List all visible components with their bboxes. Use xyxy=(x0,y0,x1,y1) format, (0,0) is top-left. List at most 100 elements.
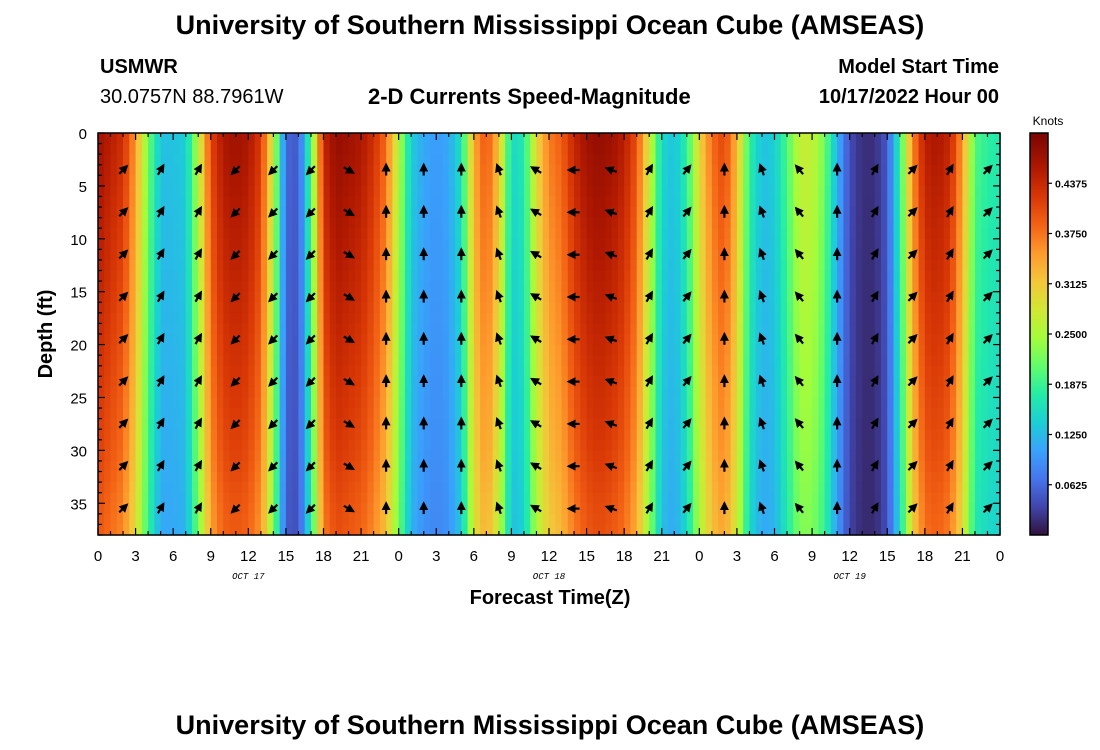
heatmap-cell xyxy=(217,429,224,441)
heatmap-cell xyxy=(674,418,682,430)
heatmap-cell xyxy=(373,418,381,430)
heatmap-cell xyxy=(743,259,751,272)
heatmap-cell xyxy=(893,344,901,356)
heatmap-cell xyxy=(787,196,794,208)
heatmap-cell xyxy=(129,513,137,526)
heatmap-cell xyxy=(824,270,832,282)
heatmap-cell xyxy=(254,164,262,176)
heatmap-cell xyxy=(887,418,895,430)
heatmap-cell xyxy=(210,365,218,377)
heatmap-cell xyxy=(486,418,494,430)
heatmap-cell xyxy=(542,471,550,483)
heatmap-cell xyxy=(624,259,632,272)
heatmap-cell xyxy=(273,492,281,504)
heatmap-cell xyxy=(530,175,538,187)
heatmap-cell xyxy=(855,196,863,208)
heatmap-cell xyxy=(298,471,306,483)
heatmap-cell xyxy=(812,471,819,483)
heatmap-cell xyxy=(880,503,888,515)
heatmap-cell xyxy=(173,175,181,187)
heatmap-cell xyxy=(210,154,218,166)
heatmap-cell xyxy=(367,344,375,356)
heatmap-cell xyxy=(273,397,281,409)
heatmap-cell xyxy=(354,207,362,219)
heatmap-cell xyxy=(292,154,300,166)
heatmap-cell xyxy=(580,164,588,176)
heatmap-cell xyxy=(429,334,437,346)
heatmap-cell xyxy=(361,185,368,198)
heatmap-cell xyxy=(310,482,318,494)
heatmap-cell xyxy=(655,365,663,377)
heatmap-cell xyxy=(730,249,738,261)
heatmap-cell xyxy=(655,323,663,335)
heatmap-cell xyxy=(843,460,851,473)
heatmap-cell xyxy=(242,492,249,504)
heatmap-cell xyxy=(642,408,650,420)
heatmap-cell xyxy=(592,175,600,187)
heatmap-cell xyxy=(736,524,744,536)
heatmap-cell xyxy=(862,397,870,409)
heatmap-cell xyxy=(141,185,149,198)
heatmap-cell xyxy=(204,302,212,314)
heatmap-cell xyxy=(787,397,794,409)
heatmap-cell xyxy=(392,259,400,272)
heatmap-cell xyxy=(473,312,481,325)
heatmap-cell xyxy=(580,175,588,187)
heatmap-cell xyxy=(912,524,920,536)
heatmap-cell xyxy=(367,143,375,155)
heatmap-cell xyxy=(361,175,368,187)
heatmap-cell xyxy=(279,323,287,335)
heatmap-cell xyxy=(843,281,851,293)
heatmap-cell xyxy=(310,228,318,240)
heatmap-cell xyxy=(248,460,256,473)
heatmap-cell xyxy=(505,302,513,314)
heatmap-cell xyxy=(298,450,306,462)
heatmap-cell xyxy=(868,439,876,451)
heatmap-cell xyxy=(555,207,563,219)
heatmap-cell xyxy=(580,503,588,515)
heatmap-cell xyxy=(129,439,137,451)
heatmap-cell xyxy=(486,376,494,388)
heatmap-cell xyxy=(342,238,350,250)
heatmap-cell xyxy=(173,143,181,155)
heatmap-cell xyxy=(592,270,600,282)
heatmap-cell xyxy=(317,228,325,240)
heatmap-cell xyxy=(104,513,112,526)
heatmap-cell xyxy=(843,185,851,198)
heatmap-cell xyxy=(517,408,525,420)
heatmap-cell xyxy=(429,471,437,483)
heatmap-cell xyxy=(580,185,588,198)
heatmap-cell xyxy=(661,365,669,377)
heatmap-cell xyxy=(423,524,431,536)
heatmap-cell xyxy=(855,154,863,166)
heatmap-cell xyxy=(185,429,193,441)
heatmap-cell xyxy=(323,185,331,198)
heatmap-cell xyxy=(386,492,393,504)
heatmap-cell xyxy=(887,281,895,293)
heatmap-cell xyxy=(198,270,206,282)
heatmap-cell xyxy=(423,143,431,155)
heatmap-cell xyxy=(868,302,876,314)
heatmap-cell xyxy=(849,386,857,399)
heatmap-cell xyxy=(154,217,162,229)
heatmap-cell xyxy=(768,471,776,483)
heatmap-cell xyxy=(555,270,563,282)
heatmap-cell xyxy=(260,302,268,314)
heatmap-cell xyxy=(912,323,920,335)
heatmap-cell xyxy=(392,249,400,261)
heatmap-cell xyxy=(830,196,838,208)
heatmap-cell xyxy=(711,249,719,261)
heatmap-cell xyxy=(837,513,844,526)
heatmap-cell xyxy=(317,143,325,155)
heatmap-cell xyxy=(242,365,249,377)
heatmap-cell xyxy=(718,482,725,494)
heatmap-cell xyxy=(285,386,293,399)
heatmap-cell xyxy=(191,312,199,325)
heatmap-cell xyxy=(580,133,588,145)
heatmap-cell xyxy=(699,164,707,176)
heatmap-cell xyxy=(486,524,494,536)
heatmap-cell xyxy=(736,259,744,272)
heatmap-cell xyxy=(354,133,362,145)
heatmap-cell xyxy=(517,249,525,261)
heatmap-cell xyxy=(129,323,137,335)
